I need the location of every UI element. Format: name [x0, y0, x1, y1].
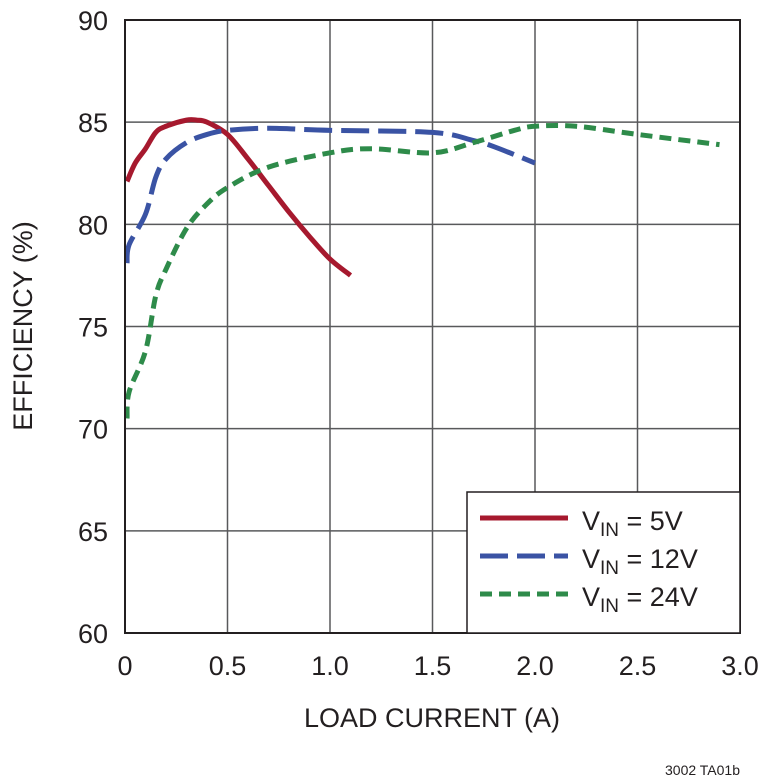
x-tick-labels: 0 0.5 1.0 1.5 2.0 2.5 3.0 [117, 651, 758, 681]
y-tick-label: 85 [78, 108, 108, 138]
series-lines [124, 117, 720, 419]
x-tick-label: 0.5 [209, 651, 247, 681]
y-tick-label: 60 [78, 619, 108, 649]
y-tick-label: 90 [78, 6, 108, 36]
legend-label: VIN = 24V [582, 582, 698, 617]
x-tick-label: 3.0 [721, 651, 759, 681]
legend-label: VIN = 5V [582, 506, 683, 541]
y-axis-label: EFFICIENCY (%) [8, 221, 38, 431]
x-tick-label: 2.5 [619, 651, 657, 681]
y-tick-label: 80 [78, 210, 108, 240]
y-tick-labels: 60 65 70 75 80 85 90 [78, 6, 108, 649]
footnote: 3002 TA01b [665, 762, 740, 778]
x-tick-label: 2.0 [516, 651, 554, 681]
series-line [124, 125, 536, 264]
plot-frame [124, 19, 741, 634]
legend-label: VIN = 12V [582, 544, 698, 579]
y-tick-label: 65 [78, 517, 108, 547]
y-tick-label: 75 [78, 313, 108, 343]
x-tick-label: 1.0 [311, 651, 349, 681]
y-tick-label: 70 [78, 415, 108, 445]
series-line [124, 117, 353, 278]
x-tick-label: 0 [117, 651, 132, 681]
x-axis-label: LOAD CURRENT (A) [304, 703, 560, 733]
x-tick-label: 1.5 [414, 651, 452, 681]
series-line [124, 122, 720, 419]
